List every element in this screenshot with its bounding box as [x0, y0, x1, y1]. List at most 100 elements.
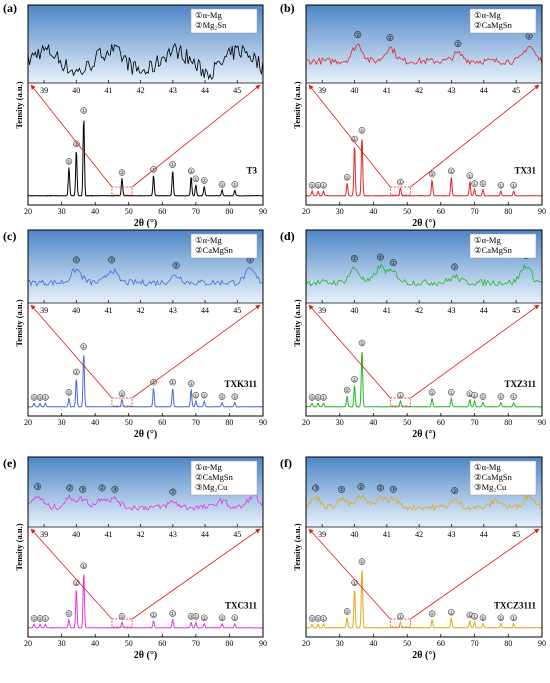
peak-marker — [466, 172, 474, 179]
panel-label: (a) — [3, 1, 17, 15]
zoom-peak-marker-symbol: ② — [355, 32, 360, 39]
peak-marker-symbol: ① — [120, 613, 125, 620]
peak-marker-symbol: ① — [321, 616, 326, 623]
peak-marker — [42, 615, 49, 622]
zoom-tick-label: 44 — [480, 306, 488, 315]
peak-marker-symbol: ① — [43, 616, 48, 623]
zoom-tick-label: 44 — [480, 86, 488, 95]
peak-marker-symbol: ① — [81, 563, 86, 570]
peak-marker — [351, 375, 358, 383]
peak-marker — [73, 140, 80, 148]
peak-marker-symbol: ① — [498, 182, 503, 189]
peak-marker-symbol: ① — [220, 394, 225, 401]
plot-frame — [27, 456, 264, 638]
peak-marker — [320, 181, 327, 189]
zoom-tick-label: 44 — [201, 86, 209, 95]
x-tick-label: 80 — [225, 207, 233, 216]
peak-marker — [510, 393, 517, 400]
zoom-peak-marker-symbol: ③ — [391, 487, 396, 494]
peak-marker-symbol: ① — [449, 168, 454, 175]
zoom-tick-label: 42 — [137, 530, 145, 539]
x-tick-label: 80 — [225, 418, 233, 427]
zoom-pattern-line — [27, 267, 264, 287]
peak-marker — [497, 614, 505, 622]
peak-marker-symbol: ① — [321, 182, 326, 189]
zoom-peak-marker — [357, 483, 365, 491]
x-tick-label: 60 — [158, 207, 166, 216]
zoom-tick-label: 40 — [350, 306, 358, 315]
zoom-peak-marker — [386, 34, 394, 42]
peak-marker — [510, 181, 517, 189]
legend-box — [190, 8, 258, 34]
peak-marker — [358, 127, 366, 134]
peak-marker-symbol: ② — [120, 170, 125, 177]
zoom-peak-marker-symbol: ③ — [80, 487, 85, 494]
zoom-peak-marker — [389, 485, 397, 493]
peak-marker — [65, 389, 73, 396]
zoom-arrow-left — [308, 84, 391, 188]
peak-marker — [231, 181, 239, 188]
x-axis-label: 2θ (°) — [134, 218, 157, 229]
zoom-tick-label: 41 — [104, 530, 112, 539]
y-axis-label: Tensity (a.u.) — [14, 523, 24, 570]
peak-marker-symbol: ① — [352, 580, 357, 587]
peak-marker-symbol: ① — [220, 615, 225, 622]
x-tick-label: 20 — [302, 207, 310, 216]
peak-marker — [169, 610, 176, 617]
peak-marker-symbol: ① — [352, 376, 357, 383]
zoom-pattern-line — [305, 493, 543, 512]
zoom-pattern-line — [305, 263, 543, 288]
zoom-peak-marker — [354, 31, 362, 39]
peak-marker-symbol: ① — [232, 615, 237, 622]
x-tick-label: 60 — [437, 418, 445, 427]
zoom-tick-label: 45 — [512, 86, 520, 95]
peak-marker — [218, 614, 226, 622]
peak-marker — [201, 177, 208, 184]
x-tick-label: 80 — [504, 639, 512, 648]
peak-marker-symbol: ① — [310, 182, 315, 189]
x-tick-label: 20 — [24, 207, 32, 216]
peak-marker — [192, 175, 200, 183]
zoom-tick-label: 44 — [480, 530, 488, 539]
plot-frame — [305, 4, 543, 206]
zoom-tick-label: 39 — [40, 86, 48, 95]
x-tick-label: 50 — [403, 207, 411, 216]
peak-marker — [80, 343, 87, 350]
peak-marker-symbol: ① — [232, 182, 237, 189]
peak-marker — [358, 558, 366, 565]
legend-entry: ①α-Mg — [195, 462, 222, 472]
zoom-peak-marker-symbol: ② — [455, 41, 460, 48]
peak-marker-symbol: ① — [170, 379, 175, 386]
panel-label: (d) — [280, 229, 295, 243]
peak-marker — [118, 613, 126, 620]
zoom-peak-marker-symbol: ② — [387, 35, 392, 42]
xrd-pattern-line — [27, 574, 264, 629]
x-tick-label: 70 — [192, 418, 200, 427]
peak-marker-symbol: ① — [449, 389, 454, 396]
x-tick-label: 80 — [225, 639, 233, 648]
legend-entry: ③Mg₂Cu — [195, 482, 228, 492]
x-axis-label: 2θ (°) — [134, 650, 157, 661]
x-tick-label: 50 — [125, 207, 133, 216]
peak-marker-symbol: ① — [81, 344, 86, 351]
peak-marker-symbol: ① — [511, 394, 516, 401]
peak-marker-symbol: ① — [32, 394, 37, 401]
peak-marker — [80, 562, 87, 570]
peak-marker — [231, 393, 239, 400]
zoom-tick-label: 42 — [415, 86, 423, 95]
peak-marker — [497, 181, 505, 189]
zoom-peak-marker-symbol: ② — [378, 254, 383, 261]
peak-marker-symbol: ① — [359, 340, 364, 347]
peak-marker — [169, 378, 176, 386]
peak-marker — [428, 389, 436, 396]
zoom-tick-label: 45 — [233, 306, 241, 315]
x-tick-label: 70 — [471, 207, 479, 216]
peak-marker — [343, 386, 351, 394]
zoom-tick-label: 40 — [72, 530, 80, 539]
zoom-peak-marker — [108, 256, 116, 264]
zoom-peak-marker-symbol: ② — [452, 488, 457, 495]
peak-marker — [428, 610, 436, 617]
